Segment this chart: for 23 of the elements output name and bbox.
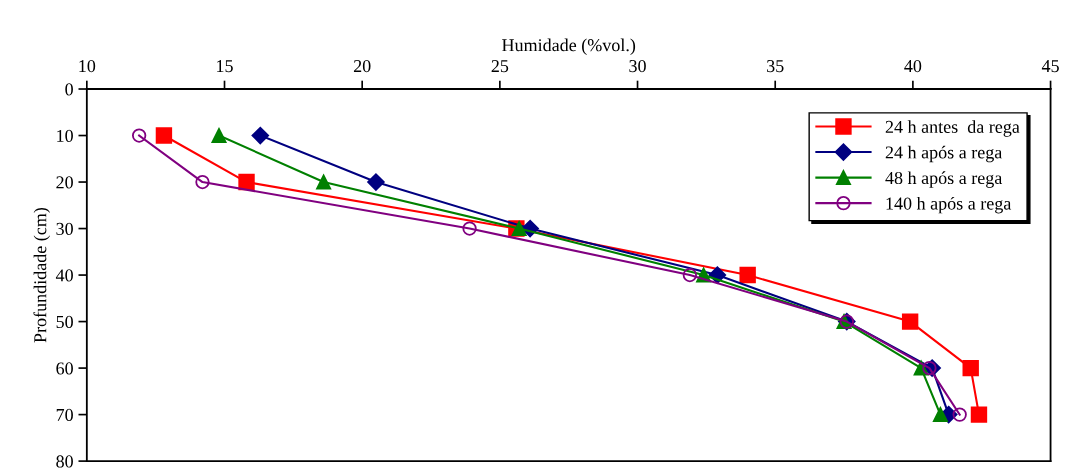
y-tick-label: 50 — [56, 315, 73, 329]
legend-label: 48 h após a rega — [885, 171, 1003, 188]
y-tick-label: 40 — [55, 269, 73, 282]
x-tick-label: 35 — [767, 60, 784, 73]
x-tick-label: 45 — [1041, 60, 1059, 73]
legend-label: 24 h após a rega — [885, 145, 1003, 163]
legend-label: 24 h antes da rega — [885, 120, 1020, 137]
x-axis-title: Humidade (%vol.) — [502, 38, 636, 55]
x-tick-label: 15 — [217, 60, 233, 73]
y-tick-label: 30 — [56, 222, 73, 235]
y-axis-title: Profundidade (cm) — [33, 207, 51, 343]
x-tick-label: 40 — [904, 59, 922, 73]
y-tick-label: 70 — [56, 408, 73, 422]
y-tick-label: 80 — [56, 455, 73, 468]
legend-label: 140 h após a rega — [886, 196, 1012, 214]
x-tick-label: 20 — [353, 59, 371, 73]
x-tick-label: 30 — [629, 59, 646, 73]
x-tick-label: 10 — [79, 59, 96, 73]
y-tick-label: 60 — [56, 362, 73, 375]
y-tick-label: 20 — [56, 176, 73, 189]
y-tick-label: 10 — [57, 129, 73, 142]
x-tick-label: 25 — [491, 60, 509, 73]
y-tick-label: 0 — [65, 83, 73, 96]
